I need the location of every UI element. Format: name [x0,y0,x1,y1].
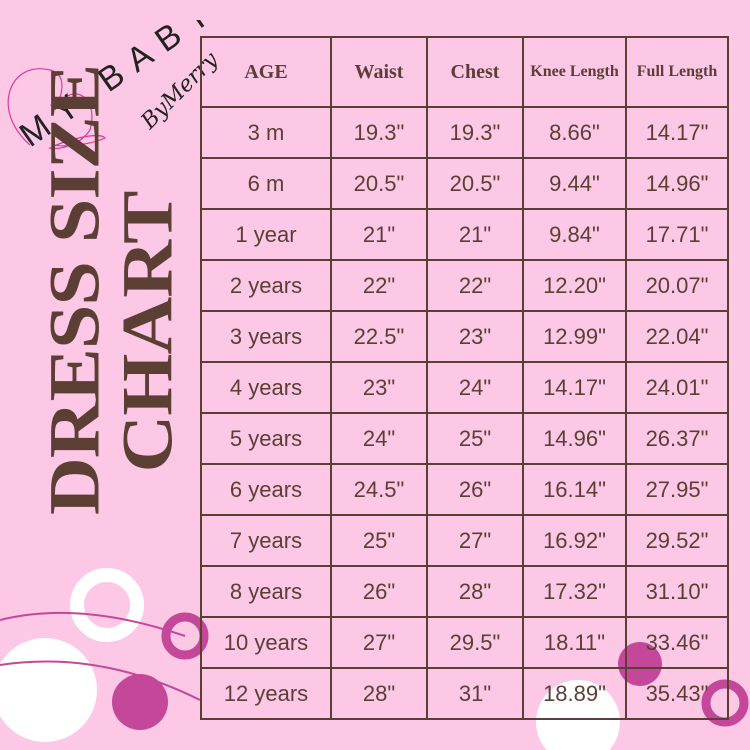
cell-chest: 19.3" [426,106,524,159]
cell-age: 7 years [200,514,332,567]
magenta-circle [112,674,168,730]
table-row: 2 years 22" 22" 12.20" 20.07" [200,259,729,312]
cell-waist: 20.5" [330,157,428,210]
cell-age: 5 years [200,412,332,465]
table-row: 4 years 23" 24" 14.17" 24.01" [200,361,729,414]
table-row: 3 years 22.5" 23" 12.99" 22.04" [200,310,729,363]
cell-chest: 28" [426,565,524,618]
cell-full-length: 29.52" [625,514,729,567]
cell-waist: 28" [330,667,428,720]
header-waist: Waist [330,36,428,108]
cell-chest: 23" [426,310,524,363]
cell-chest: 27" [426,514,524,567]
cell-knee-length: 16.14" [522,463,627,516]
cell-full-length: 26.37" [625,412,729,465]
cell-knee-length: 18.89" [522,667,627,720]
cell-waist: 22.5" [330,310,428,363]
white-ring [70,568,144,642]
cell-age: 4 years [200,361,332,414]
cell-full-length: 14.17" [625,106,729,159]
header-knee-length: Knee Length [522,36,627,108]
cell-knee-length: 14.96" [522,412,627,465]
cell-waist: 25" [330,514,428,567]
magenta-curve [0,611,186,637]
header-chest: Chest [426,36,524,108]
table-row: 5 years 24" 25" 14.96" 26.37" [200,412,729,465]
cell-chest: 24" [426,361,524,414]
cell-full-length: 31.10" [625,565,729,618]
cell-chest: 29.5" [426,616,524,669]
white-circle [0,638,97,742]
cell-full-length: 22.04" [625,310,729,363]
cell-waist: 24.5" [330,463,428,516]
table-row: 6 years 24.5" 26" 16.14" 27.95" [200,463,729,516]
cell-waist: 21" [330,208,428,261]
magenta-curve [0,660,201,701]
cell-age: 2 years [200,259,332,312]
cell-knee-length: 14.17" [522,361,627,414]
cell-knee-length: 12.99" [522,310,627,363]
table-row: 8 years 26" 28" 17.32" 31.10" [200,565,729,618]
table-row: 3 m 19.3" 19.3" 8.66" 14.17" [200,106,729,159]
cell-knee-length: 17.32" [522,565,627,618]
cell-chest: 31" [426,667,524,720]
table-row: 6 m 20.5" 20.5" 9.44" 14.96" [200,157,729,210]
cell-knee-length: 16.92" [522,514,627,567]
cell-age: 10 years [200,616,332,669]
table-row: 10 years 27" 29.5" 18.11" 33.46" [200,616,729,669]
header-age: AGE [200,36,332,108]
cell-full-length: 24.01" [625,361,729,414]
cell-age: 12 years [200,667,332,720]
table-header-row: AGE Waist Chest Knee Length Full Length [200,36,729,108]
cell-knee-length: 18.11" [522,616,627,669]
title-line-2: CHART [108,191,188,473]
table-row: 12 years 28" 31" 18.89" 35.43" [200,667,729,720]
cell-age: 8 years [200,565,332,618]
logo: MY BABY ByMerry [7,20,227,155]
cell-knee-length: 12.20" [522,259,627,312]
cell-chest: 20.5" [426,157,524,210]
cell-knee-length: 8.66" [522,106,627,159]
cell-full-length: 20.07" [625,259,729,312]
cell-waist: 24" [330,412,428,465]
cell-full-length: 35.43" [625,667,729,720]
cell-waist: 22" [330,259,428,312]
cell-waist: 27" [330,616,428,669]
title-line-1: DRESS SIZE [35,64,115,515]
cell-waist: 23" [330,361,428,414]
cell-knee-length: 9.44" [522,157,627,210]
cell-age: 1 year [200,208,332,261]
cell-full-length: 14.96" [625,157,729,210]
cell-full-length: 17.71" [625,208,729,261]
cell-chest: 25" [426,412,524,465]
cell-chest: 21" [426,208,524,261]
cell-waist: 26" [330,565,428,618]
size-table: AGE Waist Chest Knee Length Full Length … [200,36,729,720]
table-row: 7 years 25" 27" 16.92" 29.52" [200,514,729,567]
cell-full-length: 33.46" [625,616,729,669]
cell-knee-length: 9.84" [522,208,627,261]
cell-waist: 19.3" [330,106,428,159]
cell-chest: 26" [426,463,524,516]
cell-age: 3 years [200,310,332,363]
table-row: 1 year 21" 21" 9.84" 17.71" [200,208,729,261]
cell-age: 6 years [200,463,332,516]
cell-age: 3 m [200,106,332,159]
cell-full-length: 27.95" [625,463,729,516]
cell-chest: 22" [426,259,524,312]
header-full-length: Full Length [625,36,729,108]
cell-age: 6 m [200,157,332,210]
